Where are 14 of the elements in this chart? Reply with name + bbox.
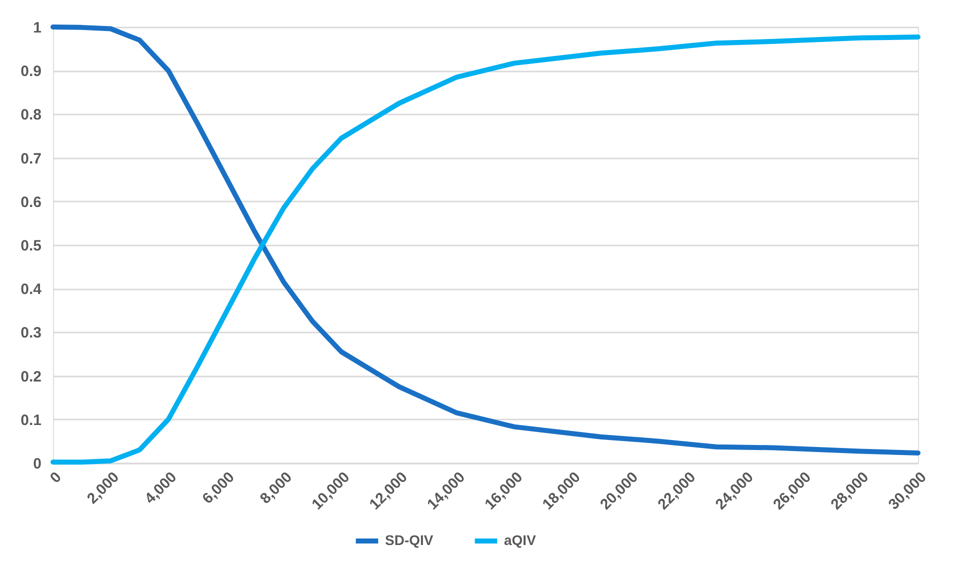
y-tick-label: 0.3 [20,324,42,342]
y-tick-label: 0 [33,456,42,472]
y-tick-label: 0.1 [20,412,42,429]
y-tick-label: 0.6 [20,194,42,211]
y-tick-label: 0.5 [20,238,42,254]
legend-label: aQIV [504,532,537,548]
legend-label: SD-QIV [385,532,434,548]
x-tick-label: 0 [46,468,65,487]
y-tick-label: 0.9 [20,63,42,80]
y-tick-label: 1 [33,20,42,36]
y-tick-label: 0.4 [20,281,42,298]
y-tick-label: 0.2 [20,368,42,386]
y-tick-label: 0.8 [20,106,42,124]
y-tick-label: 0.7 [20,150,42,168]
